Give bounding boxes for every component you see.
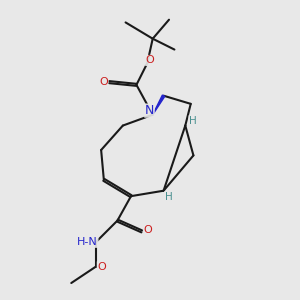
Text: H: H — [189, 116, 197, 126]
Text: O: O — [99, 77, 108, 87]
Text: H-N: H-N — [77, 237, 98, 247]
Text: O: O — [143, 225, 152, 235]
Text: N: N — [145, 104, 154, 117]
Text: O: O — [97, 262, 106, 272]
Text: O: O — [146, 56, 154, 65]
Text: H: H — [165, 192, 172, 202]
Polygon shape — [153, 95, 165, 115]
